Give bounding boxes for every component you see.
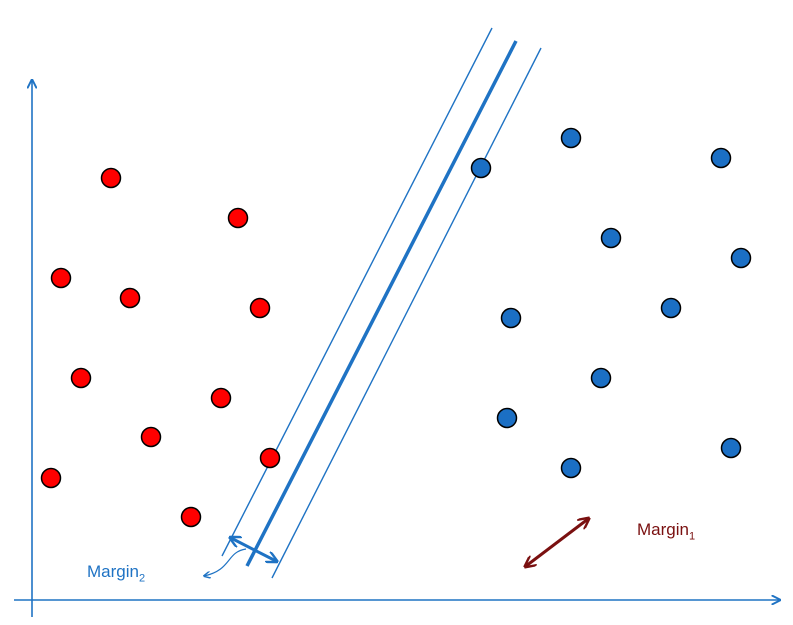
blue-point	[660, 297, 682, 319]
blue-point	[560, 457, 582, 479]
class-blue-points	[470, 127, 752, 479]
margin1-subscript: 1	[688, 530, 696, 543]
margin-line-right	[271, 47, 542, 579]
margin2-label: Margin2	[87, 562, 145, 584]
blue-point	[496, 407, 518, 429]
margin1-label: Margin1	[637, 520, 695, 542]
red-point	[70, 367, 92, 389]
decision-boundary	[245, 40, 518, 567]
margin2-callout-arrow	[204, 548, 247, 576]
red-point	[227, 207, 249, 229]
margin1-text: Margin	[637, 520, 689, 539]
red-point	[180, 506, 202, 528]
class-red-points	[40, 167, 281, 528]
blue-point	[710, 147, 732, 169]
red-point	[50, 267, 72, 289]
red-point	[40, 467, 62, 489]
blue-point	[470, 157, 492, 179]
margin2-subscript: 2	[138, 572, 146, 585]
blue-point	[600, 227, 622, 249]
margin2-text: Margin	[87, 562, 139, 581]
red-point	[259, 447, 281, 469]
blue-point	[720, 437, 742, 459]
red-point	[249, 297, 271, 319]
red-point	[140, 426, 162, 448]
red-point	[119, 287, 141, 309]
margin1-arrow	[526, 519, 588, 566]
margin-line-left	[221, 27, 493, 557]
blue-point	[590, 367, 612, 389]
blue-point	[500, 307, 522, 329]
margin2-arrow	[231, 538, 276, 561]
blue-point	[730, 247, 752, 269]
red-point	[100, 167, 122, 189]
red-point	[210, 387, 232, 409]
blue-point	[560, 127, 582, 149]
